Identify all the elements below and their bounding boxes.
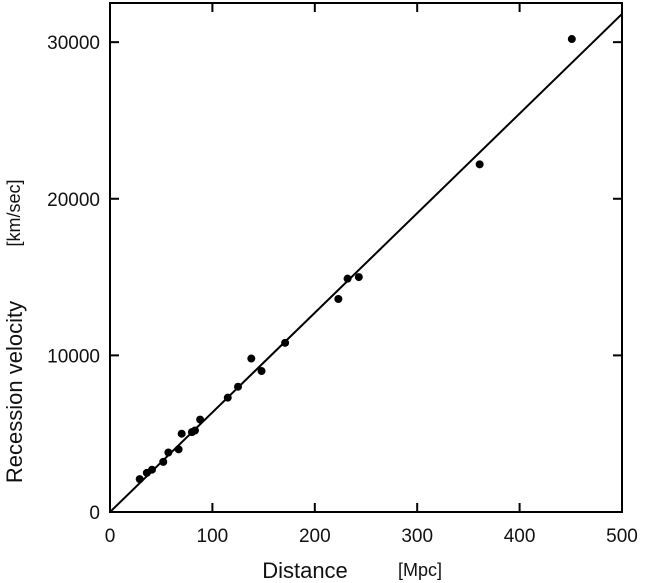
fit-line-layer: [109, 13, 623, 513]
data-point: [164, 448, 173, 457]
data-point: [343, 274, 352, 283]
y-tick-label: 20000: [47, 190, 100, 211]
plot-frame: [109, 2, 623, 513]
data-point: [354, 273, 363, 282]
y-tick-label: 30000: [47, 33, 100, 54]
x-tick-label: 100: [197, 526, 229, 547]
y-tick-label: 10000: [47, 346, 100, 367]
axis-ticks-layer: 0 100 200 300 400 500 0 10000 20000 30000: [47, 3, 638, 547]
data-point: [334, 295, 343, 304]
data-point: [223, 393, 232, 402]
data-point: [147, 465, 156, 474]
x-axis-unit: [Mpc]: [398, 560, 442, 580]
data-point: [475, 160, 484, 169]
data-point: [257, 367, 266, 376]
data-point: [247, 354, 256, 363]
data-points-layer: [135, 35, 576, 484]
x-tick-label: 0: [105, 526, 116, 547]
fit-line: [109, 13, 623, 513]
data-point: [190, 426, 199, 435]
x-tick-label: 200: [299, 526, 331, 547]
data-point: [196, 415, 205, 424]
data-point: [177, 429, 186, 438]
data-point: [281, 338, 290, 347]
x-tick-label: 500: [606, 526, 638, 547]
x-tick-label: 300: [401, 526, 433, 547]
y-axis-title: Recession velocity: [2, 301, 27, 483]
data-point: [159, 457, 168, 466]
x-tick-label: 400: [504, 526, 536, 547]
data-point: [135, 475, 144, 484]
x-axis-title: Distance: [262, 558, 348, 583]
data-point: [234, 382, 242, 391]
y-tick-label: 0: [89, 503, 100, 524]
data-point: [174, 445, 183, 454]
data-point: [567, 35, 576, 44]
y-axis-unit: [km/sec]: [4, 179, 24, 246]
